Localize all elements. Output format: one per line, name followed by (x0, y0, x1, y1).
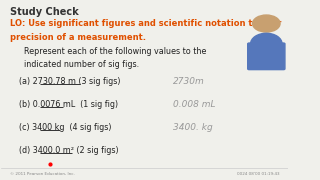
Text: (b) 0.0076 mL  (1 sig fig): (b) 0.0076 mL (1 sig fig) (19, 100, 118, 109)
Ellipse shape (251, 33, 282, 55)
Circle shape (252, 15, 280, 32)
Text: 0024 08'00 01:19:43: 0024 08'00 01:19:43 (236, 172, 279, 176)
Text: (c) 3400 kg  (4 sig figs): (c) 3400 kg (4 sig figs) (19, 123, 111, 132)
Text: 3400. kg: 3400. kg (173, 123, 213, 132)
Text: indicated number of sig figs.: indicated number of sig figs. (24, 60, 140, 69)
Text: 0.008 mL: 0.008 mL (173, 100, 216, 109)
Text: LO: Use significant figures and scientific notation to repr: LO: Use significant figures and scientif… (10, 19, 281, 28)
Text: Study Check: Study Check (10, 7, 79, 17)
Text: precision of a measurement.: precision of a measurement. (10, 33, 146, 42)
Text: 2730m: 2730m (173, 77, 205, 86)
Text: © 2011 Pearson Education, Inc.: © 2011 Pearson Education, Inc. (10, 172, 75, 176)
Text: Represent each of the following values to the: Represent each of the following values t… (24, 48, 207, 57)
FancyBboxPatch shape (248, 43, 285, 70)
Text: (d) 3400.0 m² (2 sig figs): (d) 3400.0 m² (2 sig figs) (19, 146, 118, 155)
Text: (a) 2730.78 m (3 sig figs): (a) 2730.78 m (3 sig figs) (19, 77, 120, 86)
